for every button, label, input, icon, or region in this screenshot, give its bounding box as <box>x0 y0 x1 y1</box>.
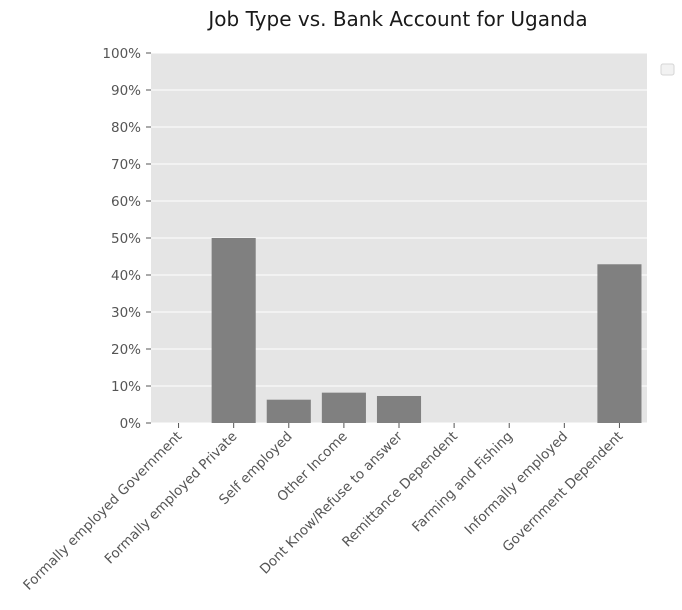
bars <box>211 238 642 423</box>
legend-box <box>660 63 675 76</box>
bar <box>266 399 311 423</box>
y-tick-label: 90% <box>111 83 141 99</box>
y-tick-label: 50% <box>111 231 141 247</box>
bar <box>211 238 256 423</box>
chart-title: Job Type vs. Bank Account for Uganda <box>206 7 587 31</box>
y-tick-label: 0% <box>120 416 142 432</box>
y-axis: 0% 10% 20% 30% 40% 50% 60% 70% 80% 90% 100% <box>102 46 151 432</box>
y-tick-label: 10% <box>111 379 141 395</box>
y-tick-label: 20% <box>111 342 141 358</box>
y-tick-label: 70% <box>111 157 141 173</box>
y-tick-label: 100% <box>102 46 141 62</box>
y-tick-label: 60% <box>111 194 141 210</box>
y-tick-label: 40% <box>111 268 141 284</box>
x-tick-label: Farming and Fishing <box>409 429 516 536</box>
bar <box>321 392 366 423</box>
bar <box>376 395 422 423</box>
bar <box>597 264 642 423</box>
y-tick-label: 30% <box>111 305 141 321</box>
x-tick-label: Informally employed <box>462 429 572 539</box>
y-tick-label: 80% <box>111 120 141 136</box>
